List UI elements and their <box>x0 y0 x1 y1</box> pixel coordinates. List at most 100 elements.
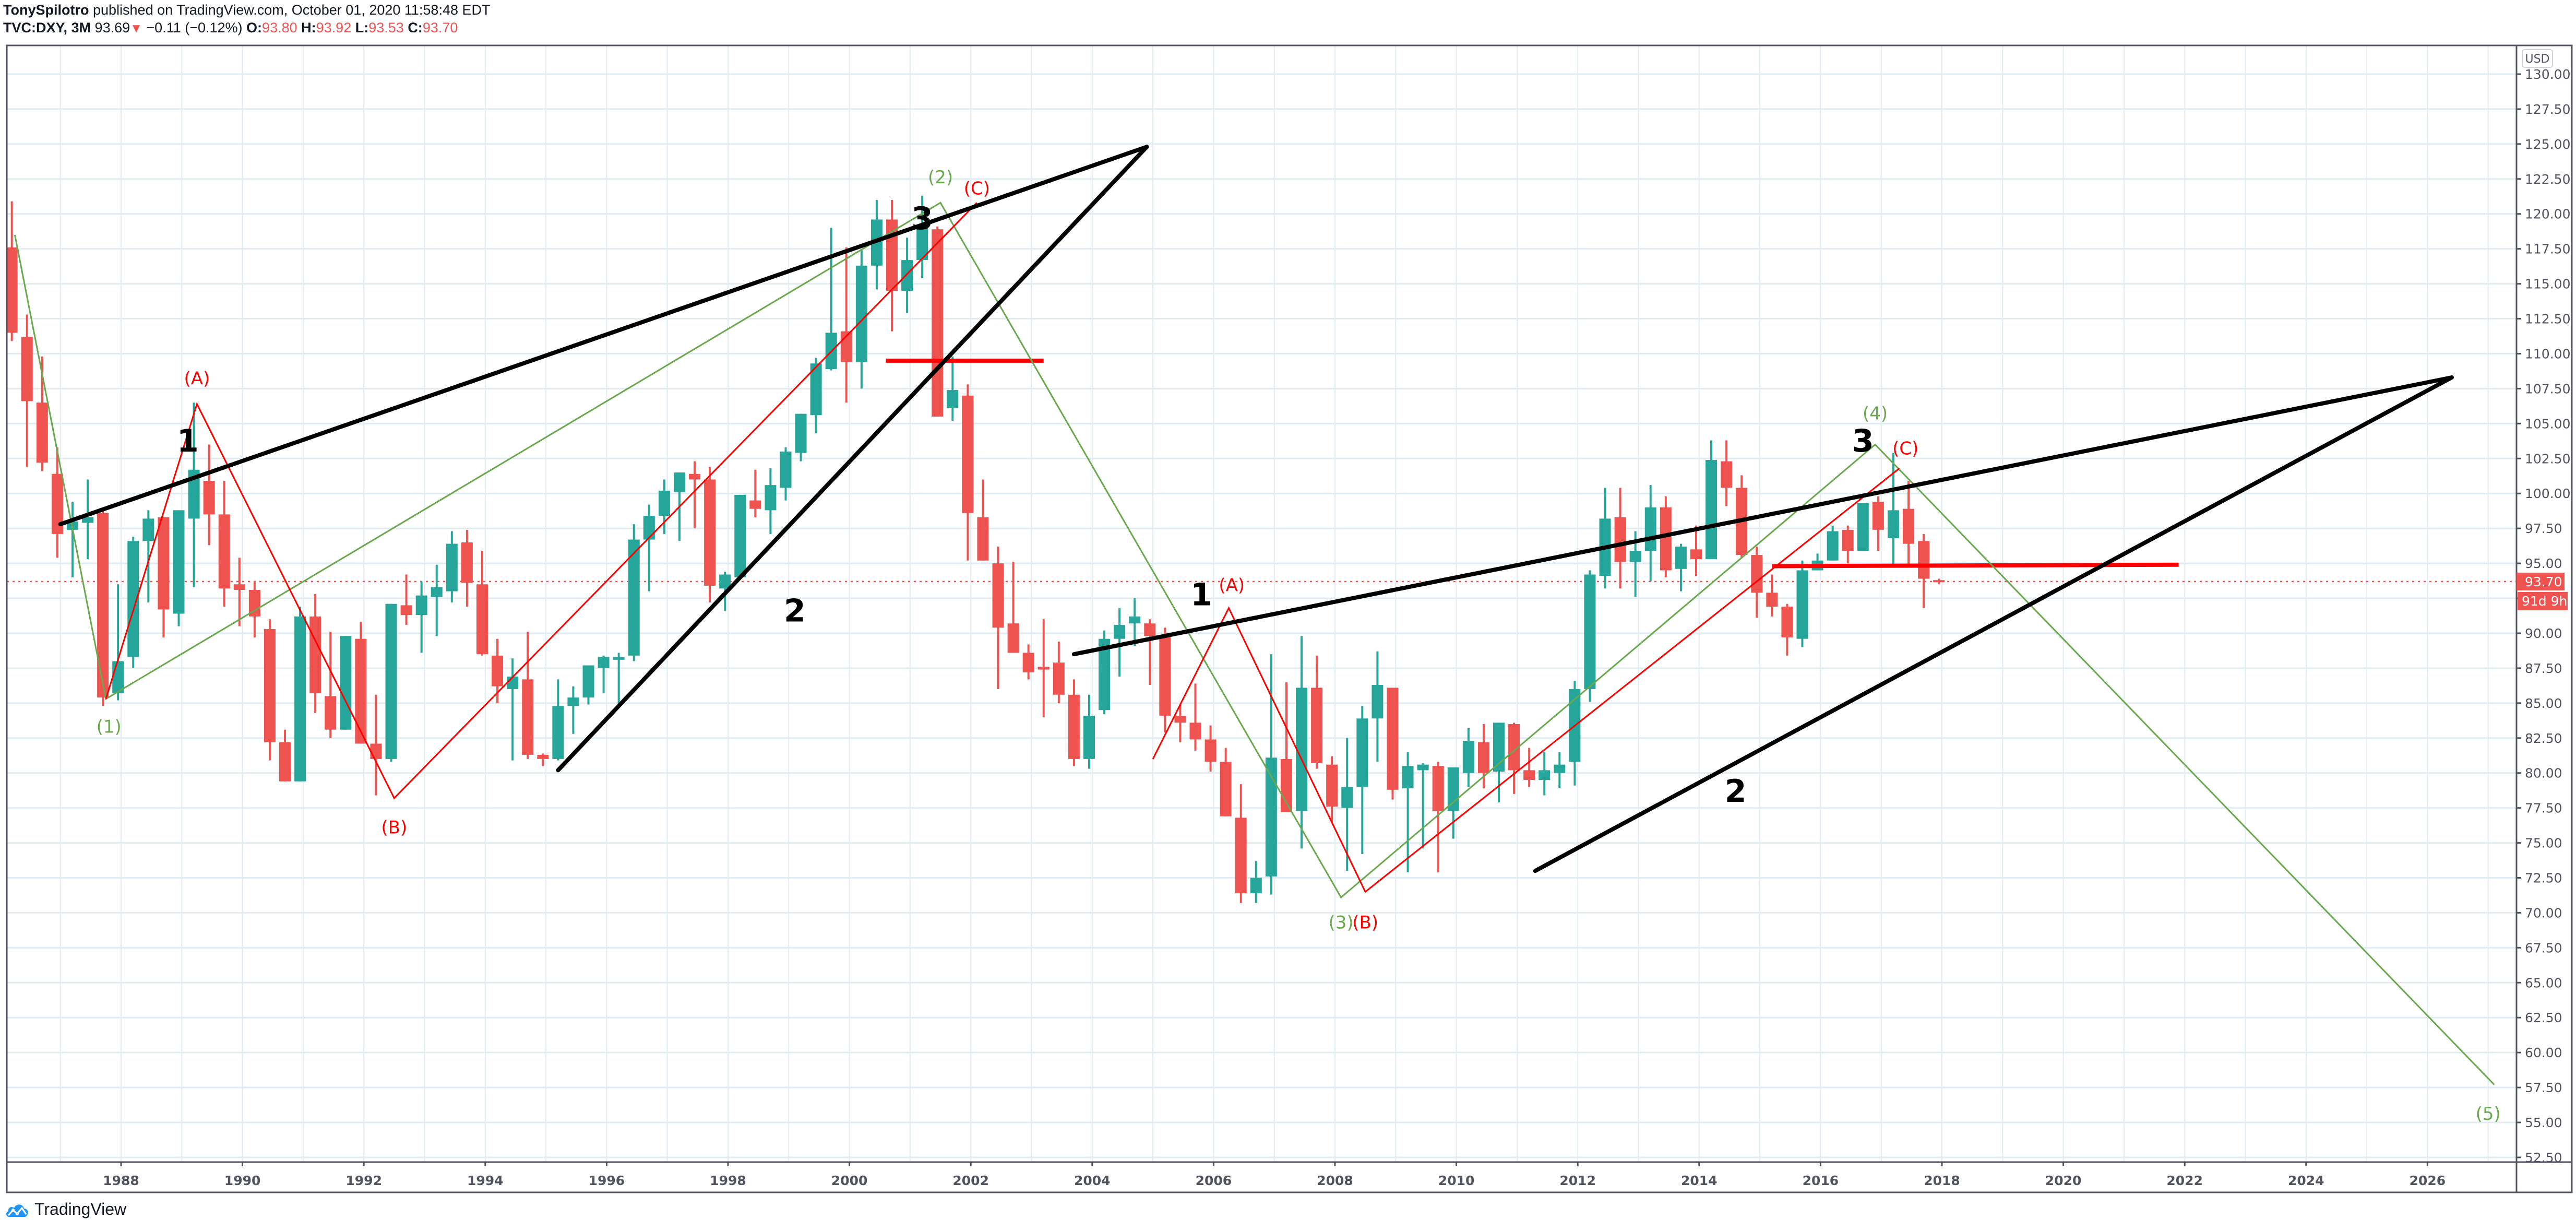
candle <box>1933 578 1945 585</box>
candle <box>780 447 792 501</box>
trend-line <box>1071 375 2454 657</box>
svg-text:93.70: 93.70 <box>2525 574 2562 589</box>
price-tick-label: 105.00 <box>2525 416 2570 431</box>
candle <box>1068 679 1080 766</box>
candle <box>248 581 260 637</box>
trend-line <box>58 145 1149 527</box>
candle <box>1614 488 1626 589</box>
price-tick-label: 97.50 <box>2525 521 2562 536</box>
candle <box>1265 654 1277 895</box>
candle <box>1736 475 1748 558</box>
candle <box>1918 534 1930 608</box>
candle <box>1706 440 1718 560</box>
candle <box>1781 603 1793 656</box>
price-change: −0.11 (−0.12%) <box>146 20 243 35</box>
time-axis[interactable]: 1988 1990 1992 1994 1996 1998 2000 2002 2004 2006… <box>103 1162 2446 1188</box>
price-tick-label: 80.00 <box>2525 766 2562 781</box>
candle <box>1341 738 1353 871</box>
candle <box>1114 608 1126 677</box>
candle <box>370 694 382 796</box>
candle <box>1462 728 1474 787</box>
candle <box>1721 440 1733 506</box>
time-tick-label: 2016 <box>1803 1173 1839 1188</box>
candle <box>1554 752 1566 789</box>
candle <box>1235 784 1247 903</box>
time-tick-label: 1992 <box>345 1173 382 1188</box>
candle <box>552 679 564 761</box>
candle <box>1099 630 1111 715</box>
candle <box>233 558 245 626</box>
price-tick-label: 90.00 <box>2525 626 2562 641</box>
candle <box>264 619 276 761</box>
candle <box>1250 861 1262 903</box>
candle <box>279 729 291 782</box>
candle <box>1417 763 1429 849</box>
candle <box>810 358 822 434</box>
candle <box>112 584 124 701</box>
candle <box>901 238 913 313</box>
candle <box>173 510 185 626</box>
currency-label[interactable]: USD <box>2522 49 2553 68</box>
candle <box>977 479 989 561</box>
candle <box>689 461 701 529</box>
price-tick-label: 52.50 <box>2525 1150 2562 1165</box>
candle <box>1372 651 1384 762</box>
candle <box>962 384 974 561</box>
wave-label: (3) <box>1329 912 1354 933</box>
candle <box>765 468 777 534</box>
wave-label: (5) <box>2476 1104 2501 1125</box>
candle <box>855 250 867 389</box>
candle <box>1356 706 1368 854</box>
wave-label: 3 <box>911 200 933 237</box>
candle <box>886 199 898 332</box>
price-tick-label: 60.00 <box>2525 1045 2562 1060</box>
candle <box>1144 619 1156 685</box>
candle <box>704 467 716 603</box>
candle <box>567 686 579 734</box>
candle <box>1037 619 1050 717</box>
brand-name[interactable]: TradingView <box>34 1200 127 1218</box>
candle <box>82 479 94 560</box>
candle <box>340 636 352 730</box>
svg-text:91d 9h: 91d 9h <box>2522 594 2567 609</box>
candle <box>1311 655 1323 769</box>
price-tick-label: 70.00 <box>2525 905 2562 920</box>
symbol-label[interactable]: TVC:DXY, 3M <box>3 20 91 35</box>
candle <box>628 524 640 661</box>
candle <box>446 531 458 603</box>
candle <box>1796 560 1808 647</box>
price-tick-label: 57.50 <box>2525 1080 2562 1095</box>
trend-line <box>556 145 1149 773</box>
time-tick-label: 2008 <box>1317 1173 1353 1188</box>
author-name[interactable]: TonySpilotro <box>3 2 89 18</box>
wave-label: (2) <box>928 167 953 188</box>
time-tick-label: 2014 <box>1681 1173 1718 1188</box>
price-tick-label: 122.50 <box>2525 172 2570 187</box>
candle <box>415 581 427 653</box>
candle <box>916 195 928 278</box>
wave-label: (A) <box>184 368 210 389</box>
wave-label: (4) <box>1863 403 1888 424</box>
candle <box>1584 570 1596 702</box>
candle <box>1644 485 1656 582</box>
time-tick-label: 1996 <box>589 1173 625 1188</box>
candle <box>734 494 746 577</box>
candle <box>127 537 139 668</box>
candle <box>947 356 959 421</box>
candle <box>1204 725 1217 772</box>
wave-label: 2 <box>1725 773 1747 810</box>
low-value: 93.53 <box>368 20 404 35</box>
candle <box>1402 752 1414 872</box>
candle <box>461 529 473 607</box>
price-tick-label: 110.00 <box>2525 346 2570 361</box>
drawings: (1) (2) (3) (4) (5) (A) (B) (C) (A) (B) (C) 1 2 3 1 2 3 <box>14 145 2501 1125</box>
candle <box>795 413 807 461</box>
chart-grid <box>7 45 2517 1162</box>
close-label: C: <box>408 20 423 35</box>
down-triangle-icon: ▼ <box>130 21 142 35</box>
high-value: 93.92 <box>316 20 352 35</box>
time-tick-label: 2002 <box>952 1173 989 1188</box>
price-tick-label: 77.50 <box>2525 801 2562 816</box>
